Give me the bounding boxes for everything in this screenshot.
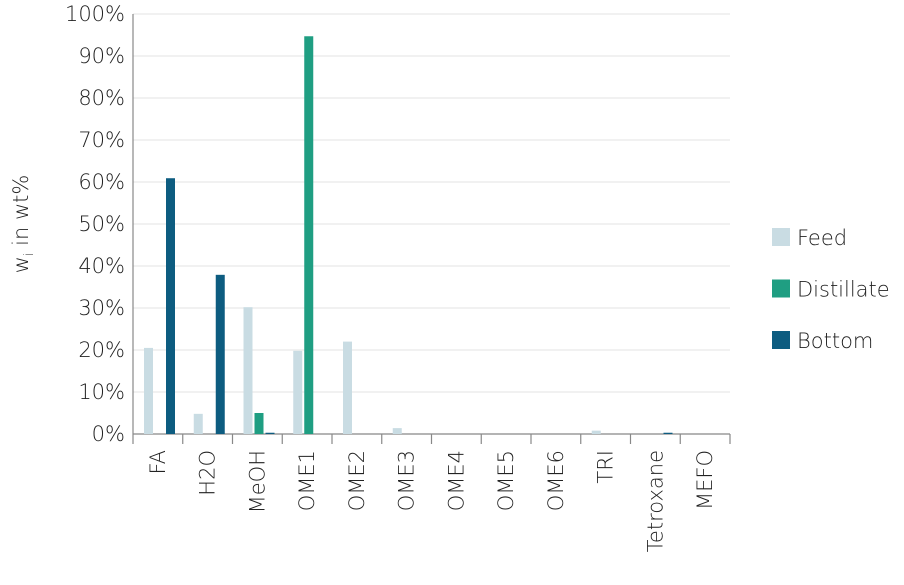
x-tick-label: FA xyxy=(146,450,170,475)
legend-label: Bottom xyxy=(797,329,873,353)
x-tick-label: OME3 xyxy=(395,450,419,511)
y-tick-label: 60% xyxy=(78,170,125,194)
y-tick-label: 0% xyxy=(92,422,125,446)
bar xyxy=(304,36,314,434)
bar xyxy=(265,432,275,434)
bar xyxy=(591,430,601,434)
y-axis-label: wi in wt% xyxy=(9,175,37,274)
bar xyxy=(254,413,264,434)
y-tick-label: 30% xyxy=(78,296,125,320)
y-tick-label: 70% xyxy=(78,128,125,152)
bar xyxy=(343,341,352,434)
legend-label: Feed xyxy=(797,226,847,250)
y-tick-label: 50% xyxy=(78,212,125,236)
legend-label: Distillate xyxy=(797,278,890,302)
x-tick-label: OME6 xyxy=(544,450,568,511)
y-tick-label: 10% xyxy=(78,380,125,404)
bar xyxy=(663,432,673,434)
legend-swatch xyxy=(772,331,790,349)
x-tick-label: OME2 xyxy=(345,450,369,511)
x-tick-label: H2O xyxy=(196,450,220,496)
bar xyxy=(392,428,402,434)
x-tick-label: Tetroxane xyxy=(643,450,667,552)
bar xyxy=(193,413,203,434)
bar xyxy=(243,307,253,434)
y-tick-label: 80% xyxy=(78,86,125,110)
bar xyxy=(144,347,153,434)
legend-swatch xyxy=(772,228,790,246)
y-tick-label: 100% xyxy=(65,2,125,26)
y-tick-label: 40% xyxy=(78,254,125,278)
y-tick-label: 90% xyxy=(78,44,125,68)
x-tick-label: OME4 xyxy=(444,450,468,511)
y-tick-label: 20% xyxy=(78,338,125,362)
x-tick-label: TRI xyxy=(594,450,618,484)
bar xyxy=(215,274,225,434)
bar xyxy=(166,178,175,434)
x-tick-label: MeOH xyxy=(245,450,269,513)
x-tick-label: MEFO xyxy=(693,450,717,510)
bar xyxy=(293,350,303,434)
x-tick-label: OME5 xyxy=(494,450,518,511)
legend-swatch xyxy=(772,279,790,298)
x-tick-label: OME1 xyxy=(295,450,319,511)
